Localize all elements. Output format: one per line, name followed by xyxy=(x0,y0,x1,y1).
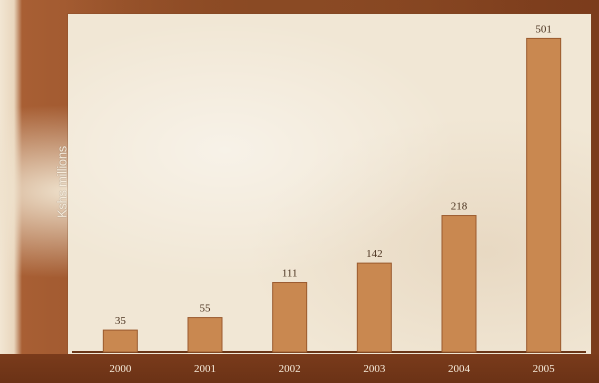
bar-2000 xyxy=(102,329,138,353)
bar-2005 xyxy=(526,37,562,353)
value-label-2000: 35 xyxy=(115,315,127,327)
value-label-2001: 55 xyxy=(200,303,212,315)
axis-band xyxy=(0,354,599,383)
value-label-2003: 142 xyxy=(366,248,383,260)
x-tick-2002: 2002 xyxy=(279,363,301,375)
x-tick-2001: 2001 xyxy=(194,363,216,375)
bar-2004 xyxy=(441,215,477,353)
value-label-2005: 501 xyxy=(535,23,552,35)
bar-2001 xyxy=(187,317,223,353)
value-label-2002: 111 xyxy=(282,268,298,280)
plot-panel xyxy=(68,14,591,354)
x-tick-2003: 2003 xyxy=(363,363,386,375)
x-tick-2004: 2004 xyxy=(448,363,471,375)
x-tick-2000: 2000 xyxy=(109,363,132,375)
bar-2002 xyxy=(272,282,308,353)
x-tick-2005: 2005 xyxy=(533,363,556,375)
value-label-2004: 218 xyxy=(451,201,468,213)
bar-2003 xyxy=(356,262,392,353)
